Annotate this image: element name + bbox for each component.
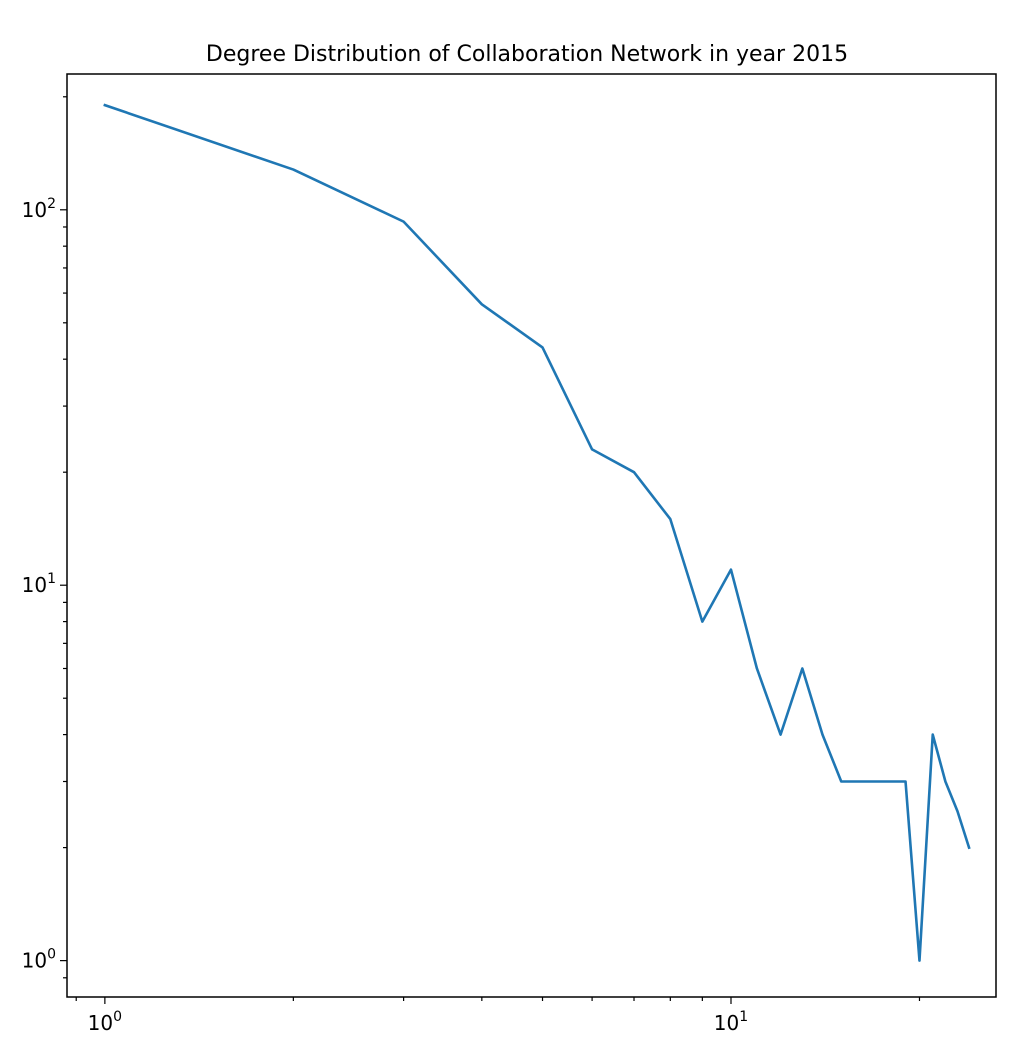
- x-tick-label: 100: [88, 1009, 122, 1035]
- y-tick-label: 100: [22, 947, 56, 973]
- plot-area: 100 101 100 101 102: [22, 96, 971, 1035]
- x-tick-label: 101: [714, 1009, 748, 1035]
- series-line: [103, 103, 971, 962]
- chart-title: Degree Distribution of Collaboration Net…: [206, 42, 848, 67]
- y-tick-label: 101: [22, 571, 56, 597]
- plot-frame: [66, 73, 997, 998]
- y-tick-label: 102: [22, 196, 56, 222]
